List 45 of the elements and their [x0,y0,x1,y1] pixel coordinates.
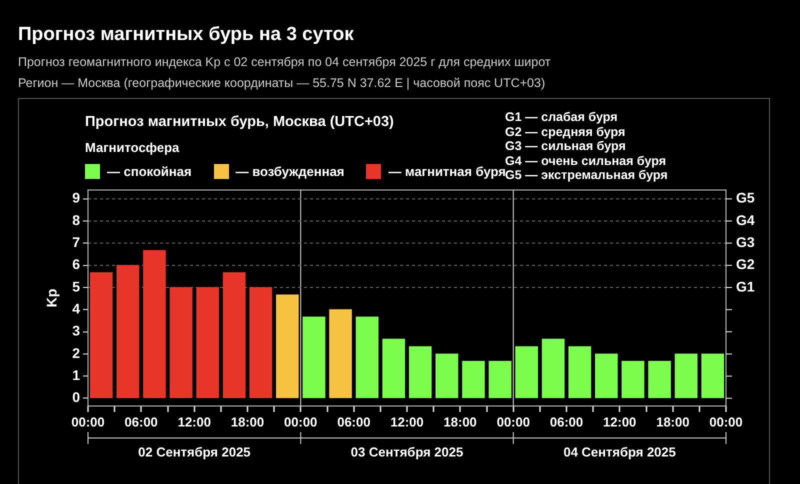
text: 03 Сентября 2025 [350,444,464,460]
y-tick-label: 5 [72,278,80,294]
y-tick-label: 2 [72,344,80,361]
x-tick-label: 06:00 [124,414,158,430]
ref-line-label: G2 [736,256,755,272]
x-tick-label: 18:00 [656,414,690,430]
x-tick-label: 00:00 [496,414,530,430]
ref-line-label: G1 [736,278,755,294]
chart-title: Прогноз магнитных бурь на 3 суток [18,24,354,46]
text: G2 — средняя буря [505,124,626,139]
text: G5 — экстремальная буря [505,168,668,182]
text: G4 — очень сильная буря [505,154,667,168]
text: Прогноз магнитных бурь, Москва (UTC+03) [85,114,394,130]
ref-line-label: G3 [736,234,755,250]
x-tick-label: 12:00 [178,414,211,430]
x-tick-label: 00:00 [709,414,743,430]
y-tick-label: 6 [72,256,80,272]
y-axis-title: Kp [43,288,60,308]
x-tick-label: 18:00 [444,414,477,430]
legend-title: Магнитосфера [85,140,180,155]
y-tick-label: 0 [72,389,80,406]
chart-subtitle: Прогноз геомагнитного индекса Kp с 02 сентября по 04 сентября 2025 г для средних широт [18,55,551,69]
y-tick-label: 3 [72,322,80,339]
legend-label: — спокойная [107,164,192,179]
y-tick-label: 4 [72,300,80,316]
x-tick-label: 12:00 [603,414,636,430]
x-tick-label: 00:00 [71,414,105,430]
ref-line-label: G4 [736,212,755,228]
text: G1 — слабая буря [505,110,619,124]
y-tick-label: 7 [72,234,80,250]
x-tick-label: 18:00 [230,414,264,430]
y-tick-label: 9 [72,190,80,206]
y-tick-label: 8 [72,212,80,228]
ref-line-label: G5 [736,190,755,206]
text: 04 Сентября 2025 [563,444,676,460]
legend-label: — возбужденная [236,164,344,179]
text: 02 Сентября 2025 [138,444,251,460]
x-tick-label: 06:00 [550,414,584,430]
text: G3 — сильная буря [505,139,627,154]
legend-label: — магнитная буря [388,164,506,179]
y-tick-label: 1 [72,366,80,383]
x-tick-label: 00:00 [284,414,318,430]
x-tick-label: 12:00 [390,414,424,430]
text: Регион — Москва (географические координаты — 55.75 N 37.62 E | часовой пояс UTC+03) [18,76,546,90]
x-tick-label: 06:00 [337,414,370,430]
